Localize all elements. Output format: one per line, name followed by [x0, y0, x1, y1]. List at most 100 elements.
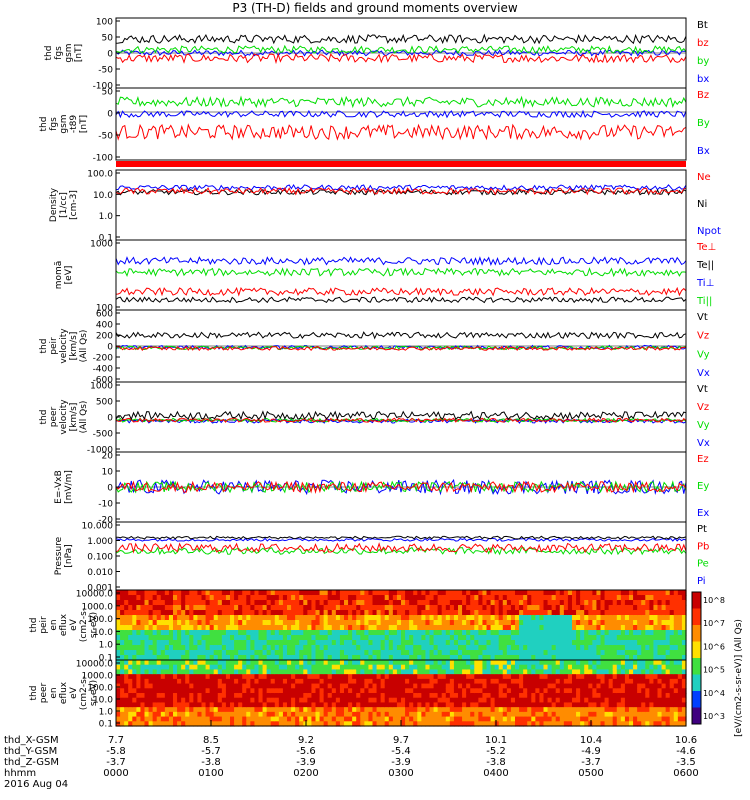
spectrogram-cell — [612, 650, 618, 656]
spectrogram-cell — [266, 590, 272, 596]
spectrogram-cell — [649, 716, 655, 722]
spectrogram-cell — [608, 693, 614, 699]
spectrogram-cell — [458, 660, 463, 666]
spectrogram-cell — [555, 660, 561, 666]
spectrogram-cell — [657, 605, 663, 611]
spectrogram-cell — [421, 669, 427, 675]
spectrogram-cell — [441, 683, 447, 689]
spectrogram-cell — [673, 678, 679, 685]
spectrogram-cell — [620, 697, 626, 704]
spectrogram-cell — [502, 660, 508, 666]
spectrogram-cell — [173, 683, 178, 689]
spectrogram-cell — [177, 669, 182, 675]
spectrogram-cell — [437, 655, 443, 661]
spectrogram-cell — [327, 625, 333, 631]
spectrogram-cell — [608, 674, 614, 680]
spectrogram-cell — [120, 669, 125, 675]
spectrogram-cell — [425, 711, 431, 718]
spectrogram-cell — [445, 605, 451, 611]
spectrogram-cell — [168, 605, 174, 611]
spectrogram-cell — [156, 630, 162, 636]
spectrogram-cell — [677, 707, 683, 713]
spectrogram-cell — [506, 678, 512, 685]
spectrogram-cell — [392, 711, 398, 718]
spectrogram-cell — [612, 620, 618, 626]
spectrogram-cell — [140, 697, 146, 704]
spectrogram-cell — [177, 630, 182, 636]
spectrogram-cell — [445, 635, 451, 641]
spectrogram-cell — [221, 702, 227, 708]
spectrogram-cell — [421, 600, 427, 606]
spectrogram-cell — [323, 615, 329, 621]
spectrogram-cell — [649, 674, 655, 680]
spectrogram-cell — [384, 711, 390, 718]
spectrogram-cell — [168, 635, 174, 641]
spectrogram-cell — [230, 595, 235, 601]
spectrogram-cell — [262, 711, 268, 718]
spectrogram-cell — [291, 711, 296, 718]
spectrogram-cell — [335, 590, 341, 596]
spectrogram-cell — [547, 650, 553, 656]
spectrogram-cell — [645, 595, 650, 601]
spectrogram-cell — [506, 664, 512, 671]
spectrogram-cell — [307, 650, 313, 656]
spectrogram-cell — [136, 630, 142, 636]
spectrogram-cell — [201, 595, 207, 601]
spectrogram-cell — [441, 660, 447, 666]
spectrogram-cell — [124, 620, 129, 626]
spectrogram-cell — [519, 590, 524, 596]
spectrogram-cell — [315, 688, 321, 694]
spectrogram-cell — [547, 688, 553, 694]
spectrogram-cell — [323, 640, 329, 646]
spectrogram-cell — [189, 674, 194, 680]
spectrogram-cell — [278, 711, 284, 718]
x-tick-label: 0500 — [578, 768, 603, 779]
spectrogram-cell — [470, 590, 475, 596]
spectrogram-cell — [637, 702, 642, 708]
spectrogram-cell — [221, 678, 227, 685]
spectrogram-cell — [437, 660, 443, 666]
spectrogram-cell — [490, 707, 496, 713]
spectrogram-cell — [278, 650, 284, 656]
spectrogram-cell — [600, 678, 606, 685]
spectrogram-cell — [193, 711, 199, 718]
spectrogram-cell — [453, 635, 459, 641]
spectrogram-cell — [348, 630, 353, 636]
spectrogram-cell — [262, 635, 268, 641]
spectrogram-cell — [254, 711, 260, 718]
spectrogram-cell — [474, 655, 479, 661]
spectrogram-cell — [401, 650, 406, 656]
spectrogram-cell — [136, 688, 142, 694]
spectrogram-cell — [140, 688, 146, 694]
spectrogram-cell — [124, 702, 129, 708]
spectrogram-cell — [266, 707, 272, 713]
spectrogram-cell — [433, 707, 439, 713]
spectrogram-cell — [315, 674, 321, 680]
spectrogram-cell — [466, 645, 471, 651]
spectrogram-cell — [282, 697, 288, 704]
spectrogram-cell — [287, 693, 292, 699]
spectrogram-cell — [458, 620, 463, 626]
spectrogram-cell — [380, 645, 386, 651]
spectrogram-cell — [470, 721, 475, 727]
spectrogram-cell — [417, 625, 422, 631]
spectrogram-cell — [681, 630, 687, 636]
spectrogram-cell — [584, 660, 589, 666]
spectrogram-cell — [641, 711, 646, 718]
spectrogram-cell — [120, 590, 125, 596]
spectrogram-cell — [510, 707, 516, 713]
spectrogram-cell — [164, 678, 170, 685]
spectrogram-cell — [572, 688, 577, 694]
spectrogram-cell — [425, 610, 431, 616]
spectrogram-cell — [498, 660, 504, 666]
spectrogram-cell — [409, 711, 414, 718]
spectrogram-cell — [177, 650, 182, 656]
spectrogram-cell — [437, 688, 443, 694]
spectrogram-cell — [637, 660, 642, 666]
spectrogram-cell — [128, 716, 133, 722]
spectrogram-cell — [368, 669, 374, 675]
spectrogram-cell — [295, 693, 300, 699]
spectrogram-cell — [563, 674, 569, 680]
spectrogram-cell — [600, 650, 606, 656]
spectrogram-cell — [413, 721, 418, 727]
